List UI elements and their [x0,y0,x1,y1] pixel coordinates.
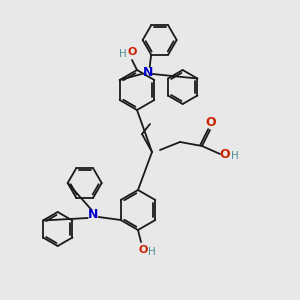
Text: O: O [127,47,137,57]
Text: O: O [138,245,148,255]
Text: O: O [220,148,230,161]
Text: H: H [231,151,239,161]
Text: O: O [206,116,216,130]
Text: H: H [119,49,127,59]
Text: H: H [148,247,156,257]
Text: N: N [88,208,98,221]
Text: N: N [142,65,153,79]
